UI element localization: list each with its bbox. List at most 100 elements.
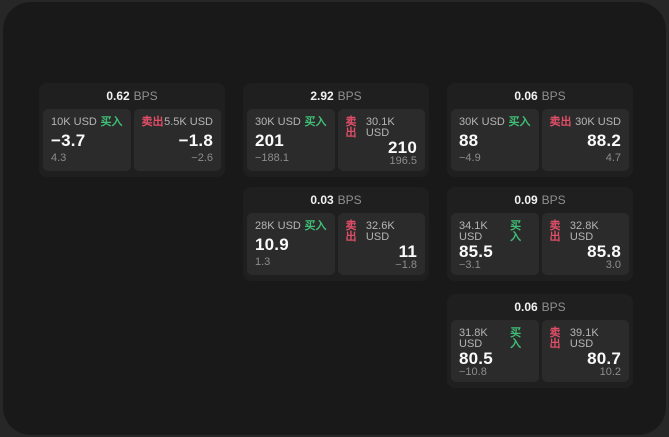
buy-quote-panel[interactable]: 30K USD 买入 201 −188.1 xyxy=(247,109,335,171)
sell-price: 11 xyxy=(398,242,417,261)
buy-side-label: 买入 xyxy=(100,116,123,128)
buy-quote-panel[interactable]: 31.8K USD 买入 80.5 −10.8 xyxy=(451,320,539,382)
quote-panels: 31.8K USD 买入 80.5 −10.8 卖出 39.1K USD 80.… xyxy=(447,320,633,382)
buy-price: −3.7 xyxy=(51,131,86,150)
sell-delta: −2.6 xyxy=(191,152,213,164)
spread-header: 0.62 BPS xyxy=(39,83,225,109)
sell-side-label: 卖出 xyxy=(549,220,561,243)
sell-price: 80.7 xyxy=(587,349,621,368)
sell-delta: 10.2 xyxy=(599,366,621,378)
sell-side-label: 卖出 xyxy=(549,116,572,128)
sell-notional: 32.8K USD xyxy=(569,220,599,243)
sell-panel-header: 卖出 32.8K USD xyxy=(550,221,622,243)
sell-delta: 196.5 xyxy=(389,155,417,167)
quote-panels: 34.1K USD 买入 85.5 −3.1 卖出 32.8K USD 85.8… xyxy=(447,213,633,275)
sell-delta: 4.7 xyxy=(605,152,621,164)
sell-side-label: 卖出 xyxy=(141,116,164,128)
spread-unit-label: BPS xyxy=(133,89,158,103)
sell-quote-panel[interactable]: 卖出 5.5K USD −1.8 −2.6 xyxy=(133,109,221,171)
spread-value: 0.06 xyxy=(514,300,538,314)
buy-delta: 4.3 xyxy=(51,152,67,164)
buy-price: 80.5 xyxy=(459,349,493,368)
buy-panel-header: 30K USD 买入 xyxy=(459,117,531,128)
quote-card: 0.06 BPS 30K USD 买入 88 −4.9 卖出 30K USD 8… xyxy=(447,83,633,177)
sell-quote-panel[interactable]: 卖出 32.6K USD 11 −1.8 xyxy=(337,213,425,275)
buy-panel-header: 30K USD 买入 xyxy=(255,117,327,128)
quote-card: 0.62 BPS 10K USD 买入 −3.7 4.3 卖出 5.5K USD… xyxy=(39,83,225,177)
spread-unit-label: BPS xyxy=(337,193,362,207)
sell-side-label: 卖出 xyxy=(345,116,357,139)
spread-header: 0.03 BPS xyxy=(243,187,429,213)
sell-notional: 39.1K USD xyxy=(569,327,599,350)
sell-panel-header: 卖出 30.1K USD xyxy=(346,117,418,139)
spread-value: 0.09 xyxy=(514,193,538,207)
spread-unit-label: BPS xyxy=(541,193,566,207)
sell-side-label: 卖出 xyxy=(345,220,357,243)
buy-panel-header: 34.1K USD 买入 xyxy=(459,221,531,243)
spread-value: 0.62 xyxy=(106,89,130,103)
quote-card: 0.09 BPS 34.1K USD 买入 85.5 −3.1 卖出 32.8K… xyxy=(447,187,633,281)
spread-unit-label: BPS xyxy=(541,300,566,314)
buy-quote-panel[interactable]: 28K USD 买入 10.9 1.3 xyxy=(247,213,335,275)
quote-panels: 10K USD 买入 −3.7 4.3 卖出 5.5K USD −1.8 −2.… xyxy=(39,109,225,171)
sell-notional: 30K USD xyxy=(575,116,621,128)
sell-delta: −1.8 xyxy=(395,259,417,271)
sell-panel-header: 卖出 39.1K USD xyxy=(550,328,622,350)
quote-card: 2.92 BPS 30K USD 买入 201 −188.1 卖出 30.1K … xyxy=(243,83,429,177)
buy-notional: 34.1K USD xyxy=(459,220,488,243)
sell-quote-panel[interactable]: 卖出 30.1K USD 210 196.5 xyxy=(337,109,425,171)
buy-quote-panel[interactable]: 34.1K USD 买入 85.5 −3.1 xyxy=(451,213,539,275)
buy-notional: 10K USD xyxy=(51,116,97,128)
quote-card: 0.03 BPS 28K USD 买入 10.9 1.3 卖出 32.6K US… xyxy=(243,187,429,281)
sell-notional: 32.6K USD xyxy=(365,220,395,243)
buy-price: 88 xyxy=(459,131,479,150)
buy-price: 85.5 xyxy=(459,242,493,261)
sell-side-label: 卖出 xyxy=(549,327,561,350)
quote-card: 0.06 BPS 31.8K USD 买入 80.5 −10.8 卖出 39.1… xyxy=(447,294,633,388)
sell-price: 88.2 xyxy=(587,131,621,150)
buy-quote-panel[interactable]: 10K USD 买入 −3.7 4.3 xyxy=(43,109,131,171)
spread-unit-label: BPS xyxy=(337,89,362,103)
sell-panel-header: 卖出 30K USD xyxy=(550,117,622,128)
sell-notional: 30.1K USD xyxy=(365,116,395,139)
spread-value: 2.92 xyxy=(310,89,334,103)
buy-delta: −3.1 xyxy=(459,259,481,271)
buy-side-label: 买入 xyxy=(510,220,522,243)
buy-notional: 30K USD xyxy=(255,116,301,128)
sell-quote-panel[interactable]: 卖出 32.8K USD 85.8 3.0 xyxy=(541,213,629,275)
spread-value: 0.03 xyxy=(310,193,334,207)
sell-panel-header: 卖出 32.6K USD xyxy=(346,221,418,243)
buy-delta: −10.8 xyxy=(459,366,487,378)
buy-notional: 31.8K USD xyxy=(459,327,488,350)
spread-header: 0.06 BPS xyxy=(447,83,633,109)
spread-header: 2.92 BPS xyxy=(243,83,429,109)
sell-price: 210 xyxy=(388,138,417,157)
buy-side-label: 买入 xyxy=(304,220,327,232)
buy-delta: 1.3 xyxy=(255,256,271,268)
buy-panel-header: 31.8K USD 买入 xyxy=(459,328,531,350)
buy-notional: 30K USD xyxy=(459,116,505,128)
spread-unit-label: BPS xyxy=(541,89,566,103)
buy-quote-panel[interactable]: 30K USD 买入 88 −4.9 xyxy=(451,109,539,171)
sell-quote-panel[interactable]: 卖出 30K USD 88.2 4.7 xyxy=(541,109,629,171)
spread-header: 0.09 BPS xyxy=(447,187,633,213)
buy-notional: 28K USD xyxy=(255,220,301,232)
sell-panel-header: 卖出 5.5K USD xyxy=(142,117,214,128)
buy-price: 201 xyxy=(255,131,284,150)
sell-delta: 3.0 xyxy=(605,259,621,271)
buy-side-label: 买入 xyxy=(304,116,327,128)
spread-value: 0.06 xyxy=(514,89,538,103)
buy-delta: −4.9 xyxy=(459,152,481,164)
buy-side-label: 买入 xyxy=(508,116,531,128)
sell-price: 85.8 xyxy=(587,242,621,261)
quote-panels: 30K USD 买入 88 −4.9 卖出 30K USD 88.2 4.7 xyxy=(447,109,633,171)
buy-side-label: 买入 xyxy=(510,327,522,350)
buy-panel-header: 28K USD 买入 xyxy=(255,221,327,232)
sell-notional: 5.5K USD xyxy=(164,116,213,128)
buy-price: 10.9 xyxy=(255,235,289,254)
sell-quote-panel[interactable]: 卖出 39.1K USD 80.7 10.2 xyxy=(541,320,629,382)
buy-panel-header: 10K USD 买入 xyxy=(51,117,123,128)
sell-price: −1.8 xyxy=(178,131,213,150)
buy-delta: −188.1 xyxy=(255,152,289,164)
